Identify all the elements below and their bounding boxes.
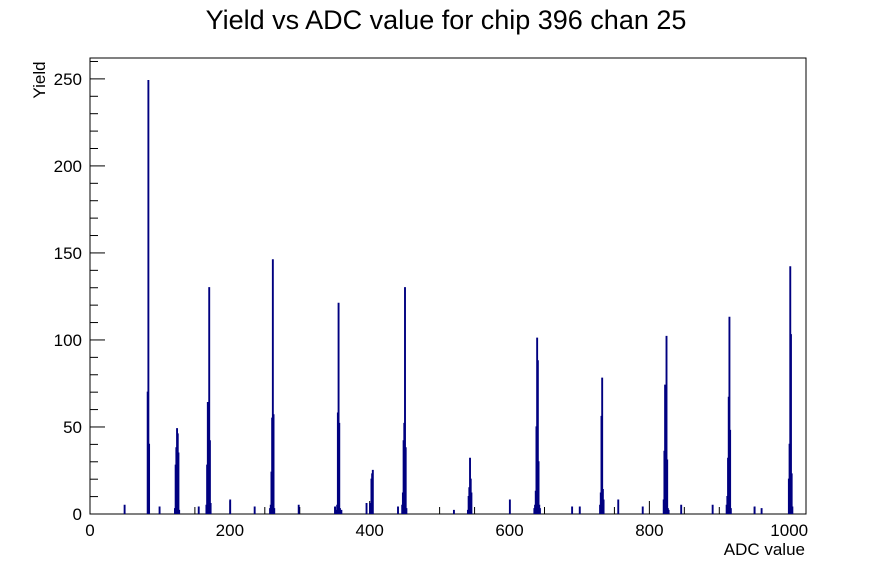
x-axis-tick-labels: 0 200 400 600 800 1000	[85, 521, 808, 540]
y-tick-label: 0	[73, 505, 82, 524]
histogram-bin	[273, 508, 276, 514]
y-axis-tick-labels: 0 50 100 150 200 250	[54, 70, 82, 524]
histogram-bin	[209, 502, 212, 514]
histogram-bin	[728, 316, 731, 514]
y-tick-label: 200	[54, 157, 82, 176]
histogram-bin	[123, 504, 126, 514]
histogram-bin	[680, 504, 683, 514]
histogram-bin	[537, 461, 540, 514]
y-axis-ticks	[90, 60, 105, 515]
chart-title: Yield vs ADC value for chip 396 chan 25	[206, 5, 687, 35]
x-tick-label: 600	[495, 521, 523, 540]
y-tick-label: 50	[63, 418, 82, 437]
histogram-bin	[334, 506, 337, 514]
histogram-bin	[729, 429, 732, 514]
histogram-bin	[753, 506, 756, 514]
histogram-bin	[147, 80, 150, 514]
histogram-bin	[148, 443, 151, 514]
histogram-bin	[578, 506, 581, 514]
histogram-bin	[397, 506, 399, 514]
histogram-bin	[208, 287, 211, 514]
histogram-bin	[177, 452, 180, 514]
histogram-bin	[665, 335, 668, 514]
histogram-bin	[760, 508, 763, 514]
y-tick-label: 250	[54, 70, 82, 89]
y-tick-label: 150	[54, 244, 82, 263]
histogram-bin	[272, 414, 275, 514]
histogram-bin	[197, 506, 200, 514]
histogram-bin	[729, 508, 732, 514]
histogram-bin	[229, 499, 232, 514]
histogram-bin	[791, 506, 794, 514]
histogram-bin	[208, 440, 211, 514]
x-tick-label: 800	[635, 521, 663, 540]
histogram-bin	[365, 502, 368, 514]
histogram-bin	[452, 509, 455, 514]
x-tick-label: 1000	[770, 521, 808, 540]
histogram-bin	[178, 509, 181, 514]
histogram-bin	[601, 377, 604, 514]
histogram-bin	[666, 459, 669, 514]
histogram-bin	[539, 508, 541, 514]
histogram-bin	[790, 334, 792, 514]
histogram-bin	[158, 506, 161, 514]
histogram-bins	[123, 80, 794, 514]
histogram-bin	[404, 287, 406, 514]
histogram-bin	[667, 509, 670, 514]
y-tick-label: 100	[54, 331, 82, 350]
histogram-bin	[641, 506, 644, 514]
x-tick-label: 400	[356, 521, 384, 540]
plot-frame	[89, 57, 807, 515]
y-axis-label: Yield	[30, 61, 49, 98]
histogram-bin	[571, 506, 574, 514]
histogram-bin	[369, 502, 371, 514]
histogram-bin	[297, 504, 300, 514]
histogram-bin	[617, 499, 620, 514]
x-axis-label: ADC value	[724, 540, 805, 559]
histogram-bin	[790, 473, 793, 514]
histogram-bin	[271, 259, 274, 514]
histogram-bin	[536, 360, 539, 514]
x-axis-ticks	[89, 501, 790, 514]
histogram-bin	[404, 447, 407, 514]
histogram-bin	[338, 422, 341, 514]
x-tick-label: 0	[85, 521, 94, 540]
histogram-bin	[253, 506, 256, 514]
histogram-bin	[371, 469, 374, 514]
histogram-bin	[602, 499, 605, 514]
x-tick-label: 200	[216, 521, 244, 540]
histogram-bin	[337, 302, 340, 514]
histogram-bin	[508, 499, 511, 514]
histogram-bin	[339, 508, 341, 514]
histogram-bin	[340, 509, 343, 514]
histogram-bin	[711, 504, 714, 514]
histogram-bin	[405, 508, 408, 514]
histogram-bin	[470, 492, 473, 514]
